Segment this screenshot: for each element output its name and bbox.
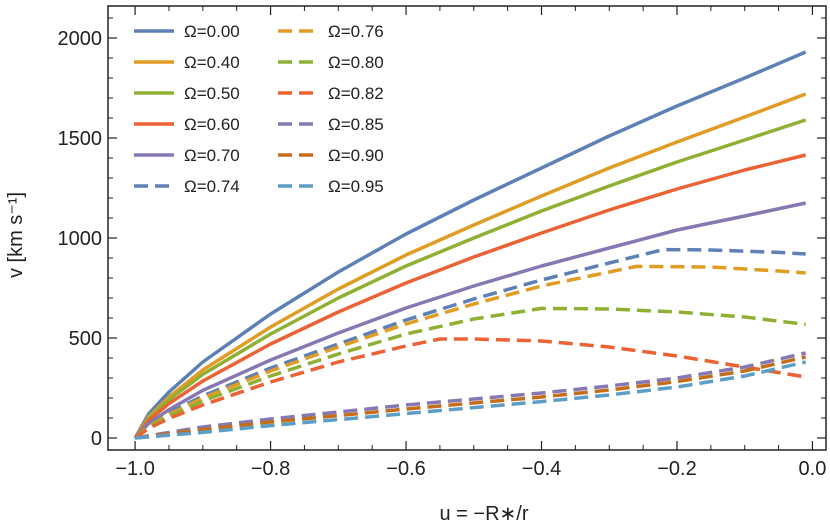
legend-label: Ω=0.00 [184,22,240,41]
y-tick-label: 0 [91,428,102,450]
x-tick-label: −1.0 [115,458,154,480]
axis-ticks: −1.0 −0.8 −0.6 −0.4 −0.2 0.0 0 500 1000 1500 2000 [58,6,827,480]
legend-label: Ω=0.90 [328,146,384,165]
series-line [133,92,807,439]
legend-label: Ω=0.60 [184,115,240,134]
series-line [133,247,806,440]
plot-border [107,5,827,451]
legend-label: Ω=0.50 [184,84,240,103]
x-tick-label: 0.0 [799,458,827,480]
legend-label: Ω=0.80 [328,53,384,72]
series-line [134,351,807,440]
series-lines [133,50,807,440]
series-line [134,360,807,440]
x-tick-label: −0.2 [657,458,696,480]
legend-label: Ω=0.70 [184,146,240,165]
x-tick-label: −0.6 [386,458,425,480]
y-tick-label: 2000 [58,28,103,50]
x-axis-label: u = −R∗/r [439,503,528,525]
x-tick-label: −0.4 [522,458,561,480]
legend-label: Ω=0.76 [328,22,384,41]
series-line [133,153,807,440]
legend-label: Ω=0.74 [184,177,240,196]
y-tick-label: 1000 [58,228,103,250]
legend-label: Ω=0.95 [328,177,384,196]
series-line [134,355,807,440]
y-tick-label: 1500 [58,128,103,150]
y-axis-label: v [km s⁻¹] [5,192,27,278]
series-line [133,201,807,440]
series-line [133,118,807,439]
legend: Ω=0.00 Ω=0.40 Ω=0.50 Ω=0.60 Ω=0.70 Ω=0.74 Ω=0.… [134,22,384,196]
x-tick-label: −0.8 [251,458,290,480]
y-tick-label: 500 [69,328,102,350]
series-line [133,264,806,440]
series-line [133,50,807,439]
series-line [134,337,806,440]
legend-label: Ω=0.40 [184,53,240,72]
plot-frame [107,5,827,451]
legend-label: Ω=0.82 [328,84,384,103]
legend-label: Ω=0.85 [328,115,384,134]
